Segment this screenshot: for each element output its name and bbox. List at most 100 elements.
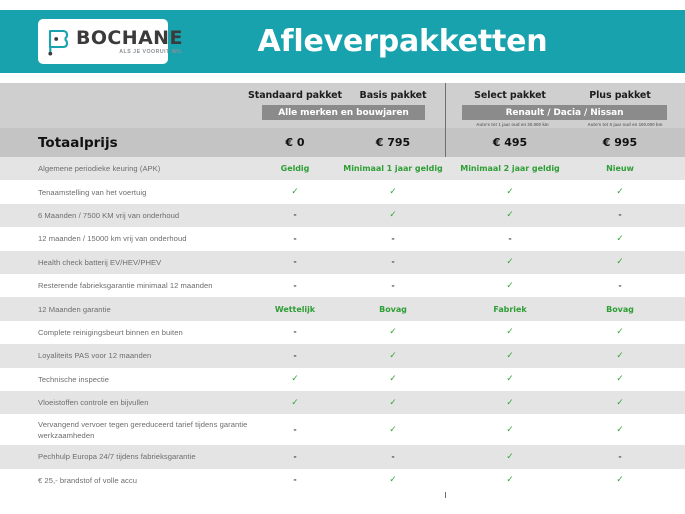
cell-standaard: - [245,227,345,250]
check-icon: ✓ [506,374,514,385]
dash-icon: - [293,280,297,290]
cell-select: - [460,227,560,250]
cell-standaard: - [245,414,345,445]
cell-text: Nieuw [606,164,634,174]
dash-icon: - [618,280,622,290]
row-label: Loyaliteits PAS voor 12 maanden [38,351,152,361]
row-label: € 25,- brandstof of volle accu [38,475,138,485]
price-plus: € 995 [602,136,638,149]
dash-icon: - [618,451,622,461]
cell-standaard: ✓ [245,391,345,414]
check-icon: ✓ [291,187,299,198]
row-label: Technische inspectie [38,374,110,384]
price-standaard: € 0 [285,136,305,149]
cell-standaard: Wettelijk [245,297,345,320]
table-row: Pechhulp Europa 24/7 tijdens fabrieksgar… [0,445,685,469]
column-title-select: Select pakket [474,90,546,101]
check-icon: ✓ [291,397,299,408]
row-label: Pechhulp Europa 24/7 tijdens fabrieksgar… [38,452,196,462]
table-row: Complete reinigingsbeurt binnen en buite… [0,320,685,345]
dash-icon: - [293,424,297,434]
check-icon: ✓ [616,327,624,338]
cell-plus: - [570,204,670,227]
cell-plus: ✓ [570,344,670,367]
row-label: Algemene periodieke keuring (APK) [38,164,161,174]
cell-text: Minimaal 2 jaar geldig [460,164,560,174]
row-label: Vervangend vervoer tegen gereduceerd tar… [38,419,248,440]
cell-select: ✓ [460,344,560,367]
cell-standaard: - [245,344,345,367]
dash-icon: - [293,257,297,267]
table-row: Tenaamstelling van het voertuig ✓ ✓ ✓ ✓ [0,180,685,204]
cell-standaard: Geldig [245,157,345,180]
dash-icon: - [293,327,297,337]
check-icon: ✓ [389,327,397,338]
check-icon: ✓ [616,257,624,268]
cell-basis: ✓ [348,368,438,391]
check-icon: ✓ [616,233,624,244]
cell-select: ✓ [460,445,560,468]
dash-icon: - [618,210,622,220]
cell-standaard: ✓ [245,368,345,391]
check-icon: ✓ [616,187,624,198]
check-icon: ✓ [389,350,397,361]
dash-icon: - [293,451,297,461]
bochane-logo: BOCHANE ALS JE VOORUIT WIL [38,19,182,64]
cell-select: ✓ [460,368,560,391]
check-icon: ✓ [506,475,514,486]
dash-icon: - [391,451,395,461]
cell-text: Fabriek [493,304,527,314]
cell-select: Minimaal 2 jaar geldig [460,157,560,180]
check-icon: ✓ [389,187,397,198]
check-icon: ✓ [616,424,624,435]
row-label: Health check batterij EV/HEV/PHEV [38,257,162,267]
check-icon: ✓ [506,424,514,435]
cell-text: Minimaal 1 jaar geldig [343,164,443,174]
check-icon: ✓ [616,350,624,361]
check-icon: ✓ [616,397,624,408]
column-sub-select: Auto's tot 1 jaar oud en 20.000 km [476,122,549,127]
table-row: Resterende fabrieksgarantie minimaal 12 … [0,273,685,298]
cell-text: Bovag [379,304,407,314]
price-basis: € 795 [375,136,411,149]
table-row: Technische inspectie ✓ ✓ ✓ ✓ [0,367,685,391]
cell-plus: ✓ [570,391,670,414]
cell-select: Fabriek [460,297,560,320]
cell-basis: ✓ [348,469,438,492]
column-title-standaard: Standaard pakket [248,90,342,101]
check-icon: ✓ [389,397,397,408]
cell-plus: ✓ [570,414,670,445]
cell-basis: - [348,274,438,297]
row-label: 6 Maanden / 7500 KM vrij van onderhoud [38,210,180,220]
cell-basis: Minimaal 1 jaar geldig [343,157,442,180]
row-label: Vloeistoffen controle en bijvullen [38,398,149,408]
table-row: Health check batterij EV/HEV/PHEV - - ✓ ✓ [0,250,685,274]
check-icon: ✓ [506,257,514,268]
page-title: Afleverpakketten [257,24,548,59]
cell-standaard: - [245,251,345,274]
bochane-b-icon [48,29,69,55]
row-label: Tenaamstelling van het voertuig [38,187,147,197]
cell-text: Wettelijk [274,304,316,314]
cell-text: Geldig [280,164,310,174]
dash-icon: - [508,233,512,243]
dash-icon: - [391,257,395,267]
table-row: Loyaliteits PAS voor 12 maanden - ✓ ✓ ✓ [0,344,685,368]
check-icon: ✓ [389,374,397,385]
cell-basis: Bovag [348,297,438,320]
check-icon: ✓ [291,374,299,385]
dash-icon: - [293,233,297,243]
row-label: 12 Maanden garantie [38,304,111,314]
logo-tagline: ALS JE VOORUIT WIL [119,48,183,55]
cell-standaard: - [245,321,345,344]
column-sub-plus: Auto's tot 5 jaar oud en 100.000 km [587,122,663,127]
check-icon: ✓ [506,327,514,338]
brand-bar-alle-merken: Alle merken en bouwjaren [262,105,425,120]
cell-basis: - [348,445,438,468]
cell-basis: ✓ [348,321,438,344]
table-row: 12 Maanden garantie Wettelijk Bovag Fabriek… [0,297,685,321]
row-label: 12 maanden / 15000 km vrij van onderhoud [38,234,187,244]
check-icon: ✓ [506,187,514,198]
table-row: 6 Maanden / 7500 KM vrij van onderhoud - ✓… [0,203,685,228]
cell-text: Bovag [606,304,634,314]
